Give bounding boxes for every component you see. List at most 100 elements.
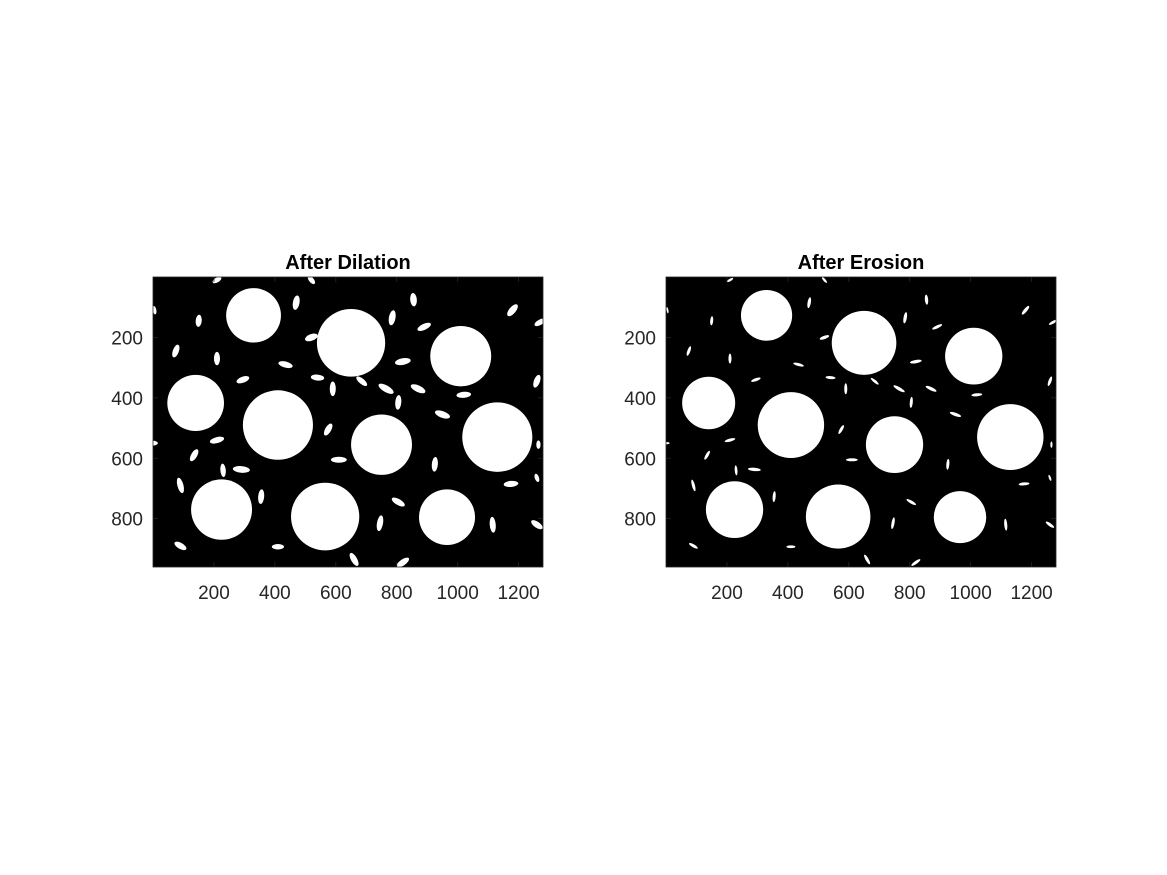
small-grain bbox=[153, 306, 157, 315]
small-grain bbox=[232, 466, 250, 473]
small-grain bbox=[909, 359, 922, 364]
small-grain bbox=[507, 304, 518, 317]
large-disk bbox=[740, 289, 793, 341]
small-grain bbox=[489, 516, 496, 533]
axes-box bbox=[152, 276, 544, 568]
small-grain bbox=[534, 473, 540, 482]
small-grain bbox=[1021, 305, 1030, 315]
large-disk bbox=[191, 479, 253, 540]
x-tick-label: 400 bbox=[259, 583, 291, 604]
small-grain bbox=[503, 480, 519, 488]
x-tick-label: 800 bbox=[381, 583, 413, 604]
small-grain bbox=[378, 383, 394, 394]
panel-erosion: After Erosion 200 400 600 800 1000 1200 200 400 6… bbox=[624, 252, 1057, 604]
large-disk bbox=[316, 309, 386, 377]
small-grain bbox=[330, 456, 347, 463]
small-grain bbox=[819, 335, 830, 340]
x-tick-label: 200 bbox=[198, 583, 230, 604]
large-disk bbox=[831, 310, 897, 375]
small-grain bbox=[323, 423, 333, 436]
small-grain bbox=[388, 310, 396, 326]
small-grain bbox=[153, 440, 158, 446]
large-disk bbox=[933, 491, 987, 544]
large-disk bbox=[705, 481, 764, 538]
small-grain bbox=[1004, 518, 1008, 531]
small-grain bbox=[410, 292, 417, 307]
small-grain bbox=[870, 377, 879, 385]
x-tick-label: 1000 bbox=[437, 583, 479, 604]
small-grain bbox=[329, 381, 336, 397]
small-grain bbox=[726, 277, 734, 283]
small-grain bbox=[893, 385, 905, 393]
small-grain bbox=[349, 552, 359, 566]
small-grain bbox=[924, 294, 929, 305]
small-grain bbox=[395, 358, 411, 366]
small-grain bbox=[666, 307, 669, 314]
small-grain bbox=[691, 479, 696, 492]
small-grain bbox=[807, 297, 812, 309]
small-grain bbox=[786, 545, 796, 549]
y-tick-label: 200 bbox=[111, 328, 143, 349]
small-grain bbox=[971, 393, 983, 397]
panel-title: After Erosion bbox=[798, 252, 925, 274]
x-tick-label: 800 bbox=[894, 583, 926, 604]
small-grain bbox=[909, 396, 913, 408]
small-grain bbox=[376, 515, 384, 532]
y-tick-label: 800 bbox=[111, 510, 143, 531]
small-grain bbox=[838, 425, 845, 434]
x-tick-label: 600 bbox=[320, 583, 352, 604]
small-grain bbox=[213, 351, 220, 366]
small-grain bbox=[395, 395, 402, 410]
small-grain bbox=[310, 374, 325, 381]
image-blobs bbox=[666, 277, 1056, 566]
large-disk bbox=[945, 327, 1003, 385]
small-grain bbox=[434, 410, 450, 419]
small-grain bbox=[292, 295, 300, 310]
small-grain bbox=[195, 314, 202, 327]
small-grain bbox=[734, 465, 738, 476]
large-disk bbox=[977, 404, 1044, 471]
small-grain bbox=[431, 457, 438, 472]
panel-title: After Dilation bbox=[285, 252, 411, 274]
small-grain bbox=[903, 312, 908, 324]
small-grain bbox=[410, 384, 426, 394]
small-grain bbox=[666, 441, 670, 445]
small-grain bbox=[845, 458, 858, 462]
small-grain bbox=[189, 449, 199, 462]
small-grain bbox=[1048, 474, 1052, 481]
y-tick-label: 600 bbox=[624, 449, 656, 470]
small-grain bbox=[172, 344, 180, 358]
small-grain bbox=[911, 559, 921, 566]
small-grain bbox=[946, 458, 950, 470]
y-tick-label: 600 bbox=[111, 449, 143, 470]
large-disk bbox=[351, 414, 412, 475]
small-grain bbox=[710, 316, 714, 326]
small-grain bbox=[688, 543, 698, 549]
small-grain bbox=[271, 544, 285, 550]
large-disk bbox=[167, 374, 224, 432]
small-grain bbox=[728, 353, 732, 364]
large-disk bbox=[462, 402, 533, 472]
small-grain bbox=[844, 383, 848, 395]
small-grain bbox=[417, 322, 431, 331]
small-grain bbox=[176, 477, 184, 494]
x-tick-label: 1200 bbox=[497, 583, 539, 604]
y-tick-label: 800 bbox=[624, 510, 656, 531]
large-disk bbox=[682, 376, 736, 430]
image-blobs bbox=[153, 277, 543, 567]
small-grain bbox=[305, 333, 318, 342]
small-grain bbox=[1018, 482, 1030, 486]
small-grain bbox=[1045, 521, 1055, 528]
small-grain bbox=[747, 467, 761, 472]
x-tick-label: 1000 bbox=[950, 583, 992, 604]
x-tick-label: 1200 bbox=[1010, 583, 1052, 604]
small-grain bbox=[925, 385, 937, 392]
small-grain bbox=[220, 463, 226, 478]
x-tick-label: 600 bbox=[833, 583, 865, 604]
small-grain bbox=[212, 277, 222, 284]
small-grain bbox=[724, 438, 736, 443]
small-grain bbox=[821, 277, 827, 283]
small-grain bbox=[932, 324, 943, 330]
small-grain bbox=[456, 391, 472, 398]
